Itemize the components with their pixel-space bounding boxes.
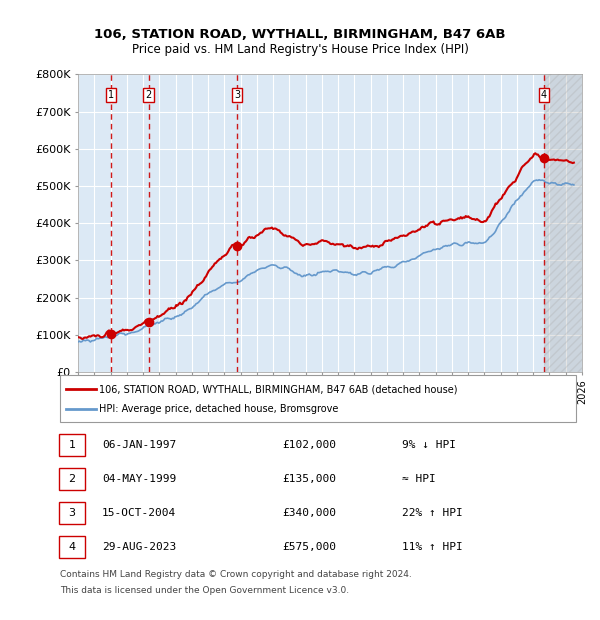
Text: 4: 4 — [541, 90, 547, 100]
Text: This data is licensed under the Open Government Licence v3.0.: This data is licensed under the Open Gov… — [60, 586, 349, 595]
Text: 04-MAY-1999: 04-MAY-1999 — [102, 474, 176, 484]
Text: £575,000: £575,000 — [282, 542, 336, 552]
Text: £340,000: £340,000 — [282, 508, 336, 518]
Text: 3: 3 — [234, 90, 240, 100]
Bar — [544, 74, 582, 372]
Text: 4: 4 — [68, 542, 76, 552]
Text: 2: 2 — [145, 90, 152, 100]
Text: Price paid vs. HM Land Registry's House Price Index (HPI): Price paid vs. HM Land Registry's House … — [131, 43, 469, 56]
Text: 06-JAN-1997: 06-JAN-1997 — [102, 440, 176, 450]
Text: £102,000: £102,000 — [282, 440, 336, 450]
Text: 11% ↑ HPI: 11% ↑ HPI — [402, 542, 463, 552]
Text: 106, STATION ROAD, WYTHALL, BIRMINGHAM, B47 6AB (detached house): 106, STATION ROAD, WYTHALL, BIRMINGHAM, … — [99, 384, 458, 394]
Text: ≈ HPI: ≈ HPI — [402, 474, 436, 484]
Text: Contains HM Land Registry data © Crown copyright and database right 2024.: Contains HM Land Registry data © Crown c… — [60, 570, 412, 580]
Text: 29-AUG-2023: 29-AUG-2023 — [102, 542, 176, 552]
Text: 9% ↓ HPI: 9% ↓ HPI — [402, 440, 456, 450]
Text: 1: 1 — [68, 440, 76, 450]
Text: HPI: Average price, detached house, Bromsgrove: HPI: Average price, detached house, Brom… — [99, 404, 338, 414]
Text: 106, STATION ROAD, WYTHALL, BIRMINGHAM, B47 6AB: 106, STATION ROAD, WYTHALL, BIRMINGHAM, … — [94, 28, 506, 41]
Text: 22% ↑ HPI: 22% ↑ HPI — [402, 508, 463, 518]
Text: 1: 1 — [108, 90, 114, 100]
Text: 2: 2 — [68, 474, 76, 484]
Text: £135,000: £135,000 — [282, 474, 336, 484]
Text: 3: 3 — [68, 508, 76, 518]
Text: 15-OCT-2004: 15-OCT-2004 — [102, 508, 176, 518]
